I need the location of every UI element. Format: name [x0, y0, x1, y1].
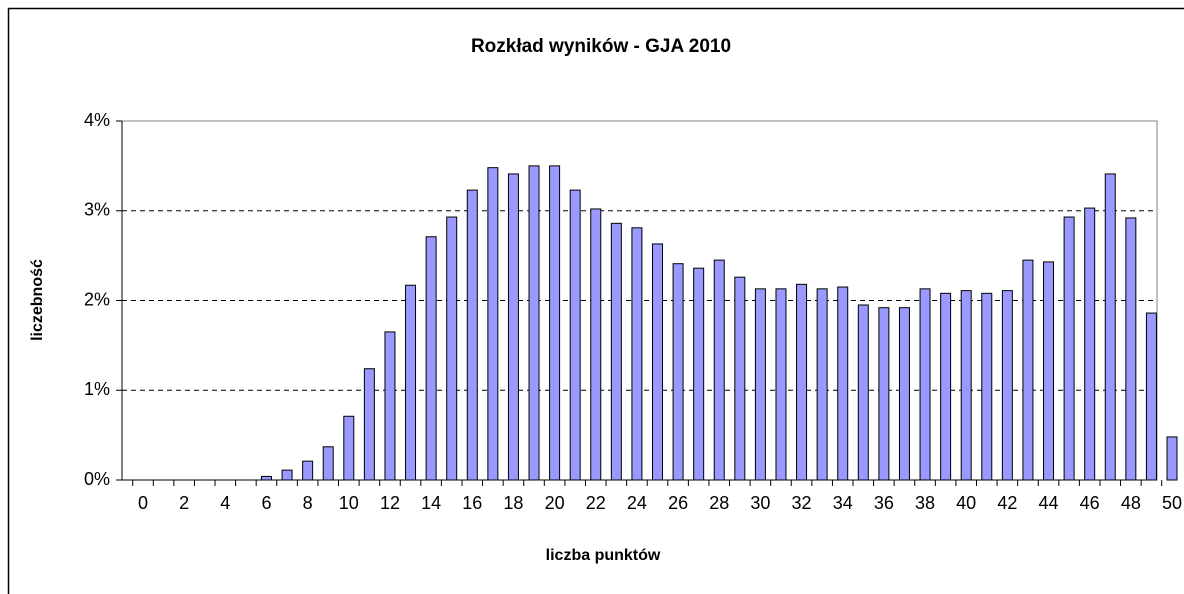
bar — [960, 290, 972, 481]
x-tick-label: 48 — [1121, 493, 1141, 513]
bar — [405, 284, 417, 481]
y-tick-label: 2% — [84, 289, 110, 309]
x-tick-label: 6 — [261, 493, 271, 513]
bar — [487, 167, 499, 481]
bar — [796, 283, 808, 481]
x-axis-title: liczba punktów — [546, 547, 661, 564]
bar — [693, 267, 705, 481]
bar — [713, 259, 725, 481]
bar — [1125, 217, 1137, 481]
bar — [857, 304, 869, 481]
bar — [1043, 261, 1055, 481]
bar — [775, 288, 787, 481]
x-tick-label: 26 — [668, 493, 688, 513]
x-tick-label: 12 — [380, 493, 400, 513]
x-tick-label: 2 — [179, 493, 189, 513]
bar — [1104, 173, 1116, 481]
x-tick-label: 46 — [1080, 493, 1100, 513]
y-axis-title: liczebność — [29, 259, 46, 341]
bar — [528, 165, 540, 481]
bar — [425, 236, 437, 481]
bar — [1063, 216, 1075, 481]
bar — [1022, 259, 1034, 481]
bar — [507, 173, 519, 481]
bar — [754, 288, 766, 481]
bar — [446, 216, 458, 481]
x-tick-label: 14 — [421, 493, 441, 513]
bar — [610, 222, 622, 481]
x-tick-label: 34 — [833, 493, 853, 513]
bar — [549, 165, 561, 481]
y-tick-label: 1% — [84, 379, 110, 399]
bar — [898, 307, 910, 481]
bar — [816, 288, 828, 481]
bar — [1166, 436, 1178, 481]
bar — [652, 243, 663, 481]
x-tick-label: 42 — [997, 493, 1017, 513]
bar — [672, 263, 684, 481]
x-tick-label: 28 — [709, 493, 729, 513]
bar — [569, 189, 581, 481]
bar — [1145, 312, 1157, 481]
x-tick-label: 30 — [750, 493, 770, 513]
bar — [322, 446, 334, 481]
bar — [343, 415, 355, 481]
bar — [631, 227, 643, 481]
x-tick-label: 36 — [874, 493, 894, 513]
bar — [363, 368, 375, 481]
x-tick-label: 4 — [220, 493, 230, 513]
bar — [590, 208, 602, 481]
x-tick-label: 44 — [1039, 493, 1059, 513]
x-tick-label: 16 — [462, 493, 482, 513]
y-tick-label: 4% — [84, 110, 110, 130]
x-tick-label: 32 — [792, 493, 812, 513]
x-tick-label: 18 — [503, 493, 523, 513]
x-tick-label: 40 — [956, 493, 976, 513]
bar — [281, 469, 293, 481]
bar — [1001, 290, 1013, 481]
bar — [837, 286, 849, 481]
x-tick-label: 0 — [138, 493, 148, 513]
bar — [878, 307, 890, 481]
x-tick-label: 8 — [303, 493, 313, 513]
bar — [734, 276, 746, 481]
x-tick-label: 24 — [627, 493, 647, 513]
bar — [384, 331, 396, 481]
chart-title: Rozkład wyników - GJA 2010 — [471, 36, 731, 57]
x-tick-label: 20 — [545, 493, 565, 513]
x-tick-label: 22 — [586, 493, 606, 513]
bar — [260, 475, 272, 481]
y-tick-label: 0% — [84, 469, 110, 489]
x-tick-label: 50 — [1162, 493, 1182, 513]
bar — [302, 460, 314, 481]
bar — [940, 292, 952, 481]
x-tick-label: 38 — [915, 493, 935, 513]
bar — [466, 189, 478, 481]
bar — [919, 288, 931, 481]
x-tick-label: 10 — [339, 493, 359, 513]
bar — [1084, 207, 1096, 481]
bar — [981, 292, 993, 481]
y-tick-label: 3% — [84, 200, 110, 220]
